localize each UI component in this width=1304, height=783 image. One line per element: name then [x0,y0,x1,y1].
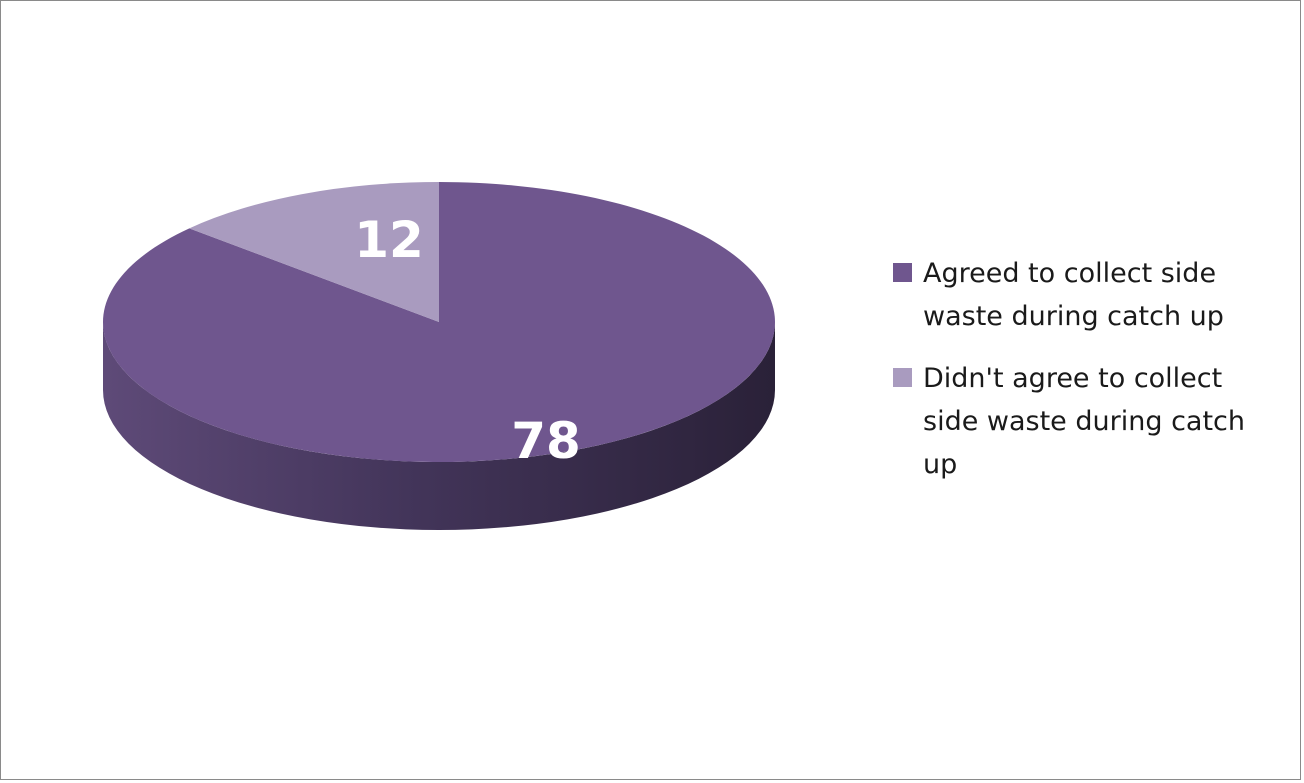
legend-item-agreed: Agreed to collect side waste during catc… [893,252,1293,338]
legend-swatch-agreed [893,263,912,282]
legend-swatch-didnt-agree [893,368,912,387]
data-label-didnt-agree: 12 [354,211,424,269]
legend-item-didnt-agree: Didn't agree to collect side waste durin… [893,357,1293,486]
data-label-agreed: 78 [511,412,581,470]
pie-side-wall [103,322,775,530]
legend: Agreed to collect side waste during catc… [893,252,1293,505]
legend-label-didnt-agree: Didn't agree to collect side waste durin… [923,363,1245,480]
pie-slices [102,182,776,462]
pie-sides [103,322,775,530]
pie-slice-didnt-agree [189,182,439,322]
legend-label-agreed: Agreed to collect side waste during catc… [923,258,1224,332]
